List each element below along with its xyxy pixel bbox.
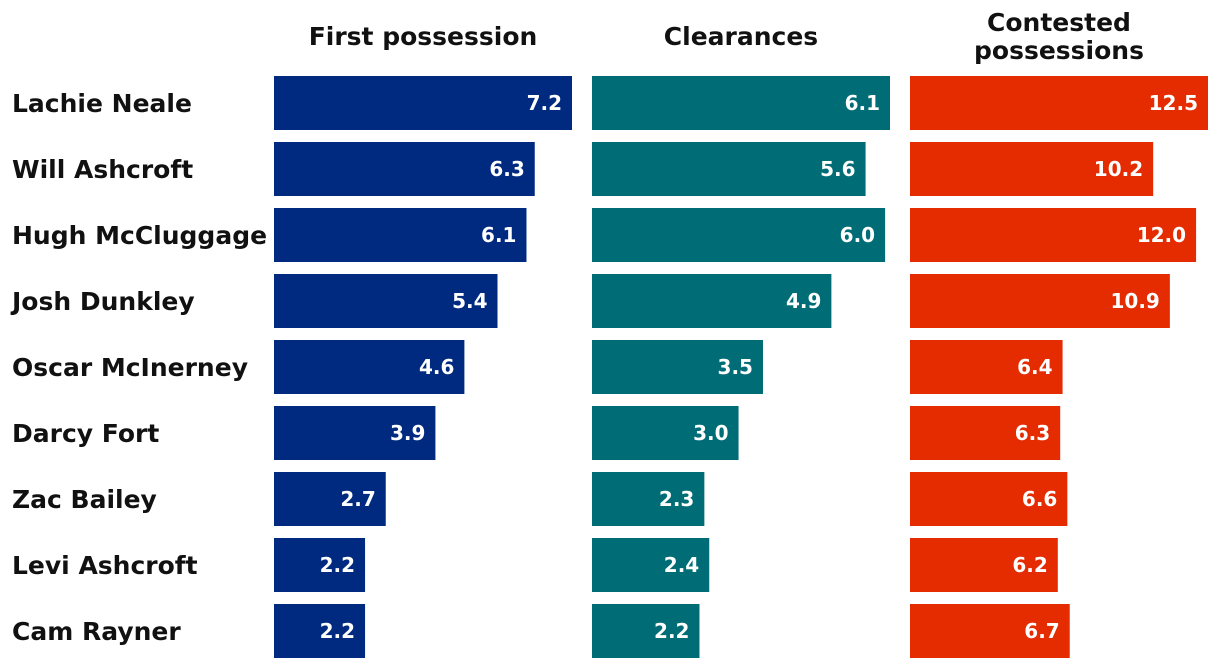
- bar-value-label: 4.9: [786, 289, 821, 313]
- bar-value-label: 3.5: [718, 355, 753, 379]
- bar-value-label: 6.7: [1024, 619, 1059, 643]
- bar: [274, 472, 386, 526]
- bar-value-label: 10.9: [1110, 289, 1159, 313]
- bar-value-label: 2.3: [659, 487, 694, 511]
- player-name-label: Zac Bailey: [12, 485, 157, 514]
- bar: [592, 76, 890, 130]
- bar: [274, 538, 366, 592]
- bar-value-label: 2.4: [664, 553, 699, 577]
- bar-value-label: 7.2: [527, 91, 562, 115]
- player-name-label: Cam Rayner: [12, 617, 181, 646]
- bar: [274, 604, 366, 658]
- bar-value-label: 3.9: [390, 421, 425, 445]
- series-header: Clearances: [664, 22, 818, 51]
- bar: [274, 274, 498, 328]
- bar-value-label: 6.0: [840, 223, 875, 247]
- player-name-label: Josh Dunkley: [10, 287, 195, 316]
- bar-value-label: 6.3: [489, 157, 524, 181]
- bar-value-label: 4.6: [419, 355, 454, 379]
- bar: [274, 406, 436, 460]
- bar: [910, 274, 1170, 328]
- bar-value-label: 6.1: [481, 223, 516, 247]
- bar-value-label: 2.2: [654, 619, 689, 643]
- bar-value-label: 6.1: [845, 91, 880, 115]
- series-header: First possession: [309, 22, 538, 51]
- bar-value-label: 2.2: [320, 553, 355, 577]
- player-name-label: Hugh McCluggage: [12, 221, 267, 250]
- bar: [910, 406, 1061, 460]
- bar: [274, 142, 535, 196]
- bar: [910, 142, 1154, 196]
- bar-value-label: 5.4: [452, 289, 487, 313]
- series-header-line: possessions: [974, 36, 1144, 65]
- player-name-label: Darcy Fort: [12, 419, 159, 448]
- player-name-label: Lachie Neale: [12, 89, 192, 118]
- bar: [910, 208, 1197, 262]
- bar: [592, 274, 832, 328]
- bar-value-label: 3.0: [693, 421, 728, 445]
- bar: [910, 604, 1070, 658]
- bar: [592, 538, 710, 592]
- bar-value-label: 6.3: [1015, 421, 1050, 445]
- bar: [910, 76, 1208, 130]
- bar: [274, 340, 465, 394]
- bar: [274, 208, 527, 262]
- bar: [592, 604, 700, 658]
- bar: [592, 406, 739, 460]
- bar-value-label: 6.2: [1012, 553, 1047, 577]
- bar: [592, 472, 705, 526]
- bar-value-label: 5.6: [820, 157, 855, 181]
- bar: [910, 538, 1058, 592]
- bar: [592, 142, 866, 196]
- bar: [910, 472, 1068, 526]
- bar-value-label: 6.6: [1022, 487, 1057, 511]
- bar: [592, 208, 886, 262]
- bar-value-label: 2.7: [340, 487, 375, 511]
- bar: [910, 340, 1063, 394]
- player-name-label: Will Ashcroft: [12, 155, 193, 184]
- bar: [592, 340, 763, 394]
- player-name-label: Oscar McInerney: [12, 353, 248, 382]
- bar-value-label: 12.5: [1149, 91, 1198, 115]
- bar-value-label: 2.2: [320, 619, 355, 643]
- bar-value-label: 6.4: [1017, 355, 1052, 379]
- bar-value-label: 10.2: [1094, 157, 1143, 181]
- bar: [274, 76, 572, 130]
- series-header-line: Contested: [987, 8, 1131, 37]
- player-name-label: Levi Ashcroft: [12, 551, 198, 580]
- bar-value-label: 12.0: [1137, 223, 1186, 247]
